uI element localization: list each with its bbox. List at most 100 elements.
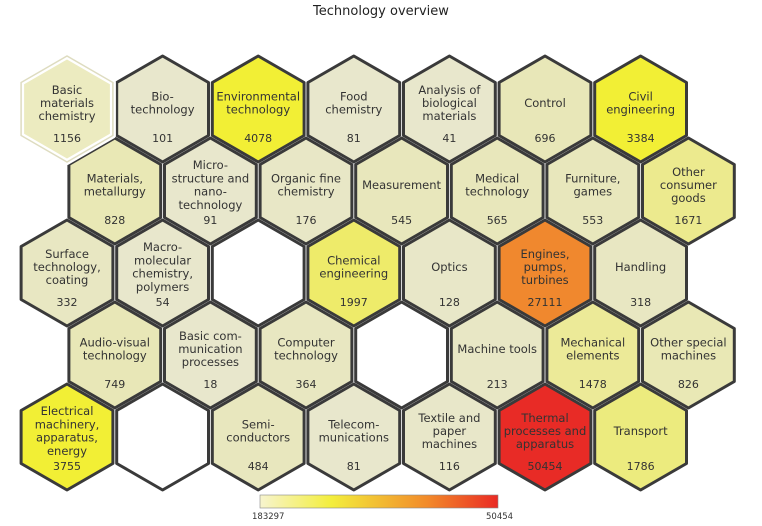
hex-cell-electrical-machinery-apparatus-energy[interactable]: Electrical machinery, apparatus, energy 3755: [19, 382, 115, 492]
hex-label: Organic fine chemistry: [271, 171, 341, 198]
hex-label-line: Food: [340, 89, 368, 103]
empty-hex-cell: [115, 382, 210, 492]
hex-cell-semi-conductors[interactable]: Semi-conductors 484: [210, 382, 306, 492]
hex-value: 1997: [340, 296, 368, 309]
hex-shape: [593, 54, 688, 164]
hex-label-line: munications: [319, 431, 389, 445]
hex-value: 318: [630, 296, 651, 309]
hex-label-line: Transport: [613, 424, 668, 438]
hex-cell-other-special-machines[interactable]: Other special machines 826: [641, 300, 736, 410]
hex-label: Semi-conductors: [226, 417, 290, 444]
hex-cell-micro-structure-and-nano-technology[interactable]: Micro-structure and nano-technology 91: [163, 136, 258, 246]
hex-label-line: materials: [40, 96, 94, 110]
hex-label-line: Optics: [431, 260, 467, 274]
hex-label-line: consumer: [660, 178, 717, 192]
hex-cell-audio-visual-technology[interactable]: Audio-visual technology 749: [67, 300, 163, 410]
hex-label-line: games: [573, 185, 612, 199]
hex-label-line: Macro-: [143, 240, 182, 254]
hex-shape: [593, 382, 688, 492]
hex-label-line: chemistry: [277, 185, 334, 199]
hex-label-line: Control: [524, 96, 566, 110]
hex-label: Mechanical elements: [560, 335, 625, 362]
hex-cell-textile-and-paper-machines[interactable]: Textile and paper machines 116: [402, 382, 497, 492]
hex-cell-optics[interactable]: Optics 128: [402, 218, 497, 328]
hex-shape: [545, 136, 641, 246]
hex-label-line: Analysis of: [418, 83, 481, 97]
hex-cell-materials-metallurgy[interactable]: Materials, metallurgy 828: [67, 136, 163, 246]
hex-shape: [497, 218, 593, 328]
hex-value: 3384: [627, 132, 655, 145]
hex-cell-macro-molecular-chemistry-polymers[interactable]: Macro-molecular chemistry, polymers 54: [115, 218, 210, 328]
color-legend: 183297 50454: [252, 494, 513, 522]
hex-value: 81: [347, 132, 361, 145]
hex-cell-basic-com-munication-processes[interactable]: Basic com-munication processes 18: [163, 300, 258, 410]
hex-cell-organic-fine-chemistry[interactable]: Organic fine chemistry 176: [258, 136, 354, 246]
hex-cell-transport[interactable]: Transport 1786: [593, 382, 688, 492]
hex-value: 332: [57, 296, 78, 309]
hex-cell-food-chemistry[interactable]: Food chemistry 81: [306, 54, 402, 164]
hex-cell-machine-tools[interactable]: Machine tools 213: [449, 300, 545, 410]
hex-cell-analysis-of-biological-materials[interactable]: Analysis of biological materials 41: [402, 54, 497, 164]
hex-cell-telecom-munications[interactable]: Telecom-munications 81: [306, 382, 402, 492]
hex-shape: [163, 300, 258, 410]
hex-shape: [449, 300, 545, 410]
empty-hex-cell: [354, 300, 449, 410]
hex-shape: [67, 300, 163, 410]
hex-label: Control: [524, 96, 566, 110]
hex-cell-thermal-processes-and-apparatus[interactable]: Thermal processes and apparatus 50454: [497, 382, 593, 492]
hex-label-line: Micro-: [193, 158, 228, 172]
hex-value: 696: [535, 132, 556, 145]
hex-label-line: Mechanical: [560, 335, 625, 349]
hex-cell-measurement[interactable]: Measurement 545: [354, 136, 449, 246]
legend-bar: [259, 494, 499, 509]
hex-label: Thermal processes and apparatus: [504, 411, 587, 451]
hex-shape: [210, 382, 306, 492]
hex-label-line: Other special: [650, 335, 726, 349]
hex-label: Textile and paper machines: [417, 411, 480, 451]
hex-shape: [115, 218, 210, 328]
hex-cell-basic-materials-chemistry[interactable]: Basic materials chemistry 1156: [18, 53, 116, 165]
hex-cell-control[interactable]: Control 696: [497, 54, 593, 164]
hex-cell-civil-engineering[interactable]: Civil engineering 3384: [593, 54, 688, 164]
hex-value: 1671: [674, 214, 702, 227]
hex-label: Optics: [431, 260, 467, 274]
hex-value: 749: [104, 378, 125, 391]
hex-cell-surface-technology-coating[interactable]: Surface technology, coating 332: [19, 218, 115, 328]
hex-cell-medical-technology[interactable]: Medical technology 565: [449, 136, 545, 246]
hex-label-line: Computer: [277, 335, 334, 349]
hex-label-line: Textile and: [417, 411, 480, 425]
hex-cell-computer-technology[interactable]: Computer technology 364: [258, 300, 354, 410]
hex-label: Furniture, games: [565, 171, 620, 198]
hex-cell-furniture-games[interactable]: Furniture, games 553: [545, 136, 641, 246]
hex-label-line: Audio-visual: [80, 335, 150, 349]
hex-cell-bio-technology[interactable]: Bio-technology 101: [115, 54, 210, 164]
hex-label-line: engineering: [606, 103, 675, 117]
hex-value: 826: [678, 378, 699, 391]
hex-label-line: Medical: [475, 171, 519, 185]
hex-shape: [67, 136, 163, 246]
hex-label-line: Surface: [45, 247, 89, 261]
hex-label: Computer technology: [274, 335, 338, 362]
hex-value: 565: [487, 214, 508, 227]
hex-shape: [306, 218, 402, 328]
hex-label-line: conductors: [226, 431, 290, 445]
hex-cell-other-consumer-goods[interactable]: Other consumer goods 1671: [641, 136, 736, 246]
hex-shape: [354, 300, 449, 410]
hex-shape: [210, 218, 306, 328]
hex-label-line: technology: [83, 349, 147, 363]
hex-shape: [210, 54, 306, 164]
hex-cell-chemical-engineering[interactable]: Chemical engineering 1997: [306, 218, 402, 328]
hex-shape: [402, 218, 497, 328]
hex-value: 553: [582, 214, 603, 227]
hex-cell-engines-pumps-turbines[interactable]: Engines, pumps, turbines 27111: [497, 218, 593, 328]
hex-shape: [115, 382, 210, 492]
hex-label: Chemical engineering: [319, 253, 388, 280]
hex-value: 213: [487, 378, 508, 391]
hex-cell-handling[interactable]: Handling 318: [593, 218, 688, 328]
hex-cell-environmental-technology[interactable]: Environmental technology 4078: [210, 54, 306, 164]
hex-cell-mechanical-elements[interactable]: Mechanical elements 1478: [545, 300, 641, 410]
hex-shape: [641, 300, 736, 410]
hex-label-line: goods: [671, 191, 706, 205]
hex-label-line: chemistry: [325, 103, 382, 117]
